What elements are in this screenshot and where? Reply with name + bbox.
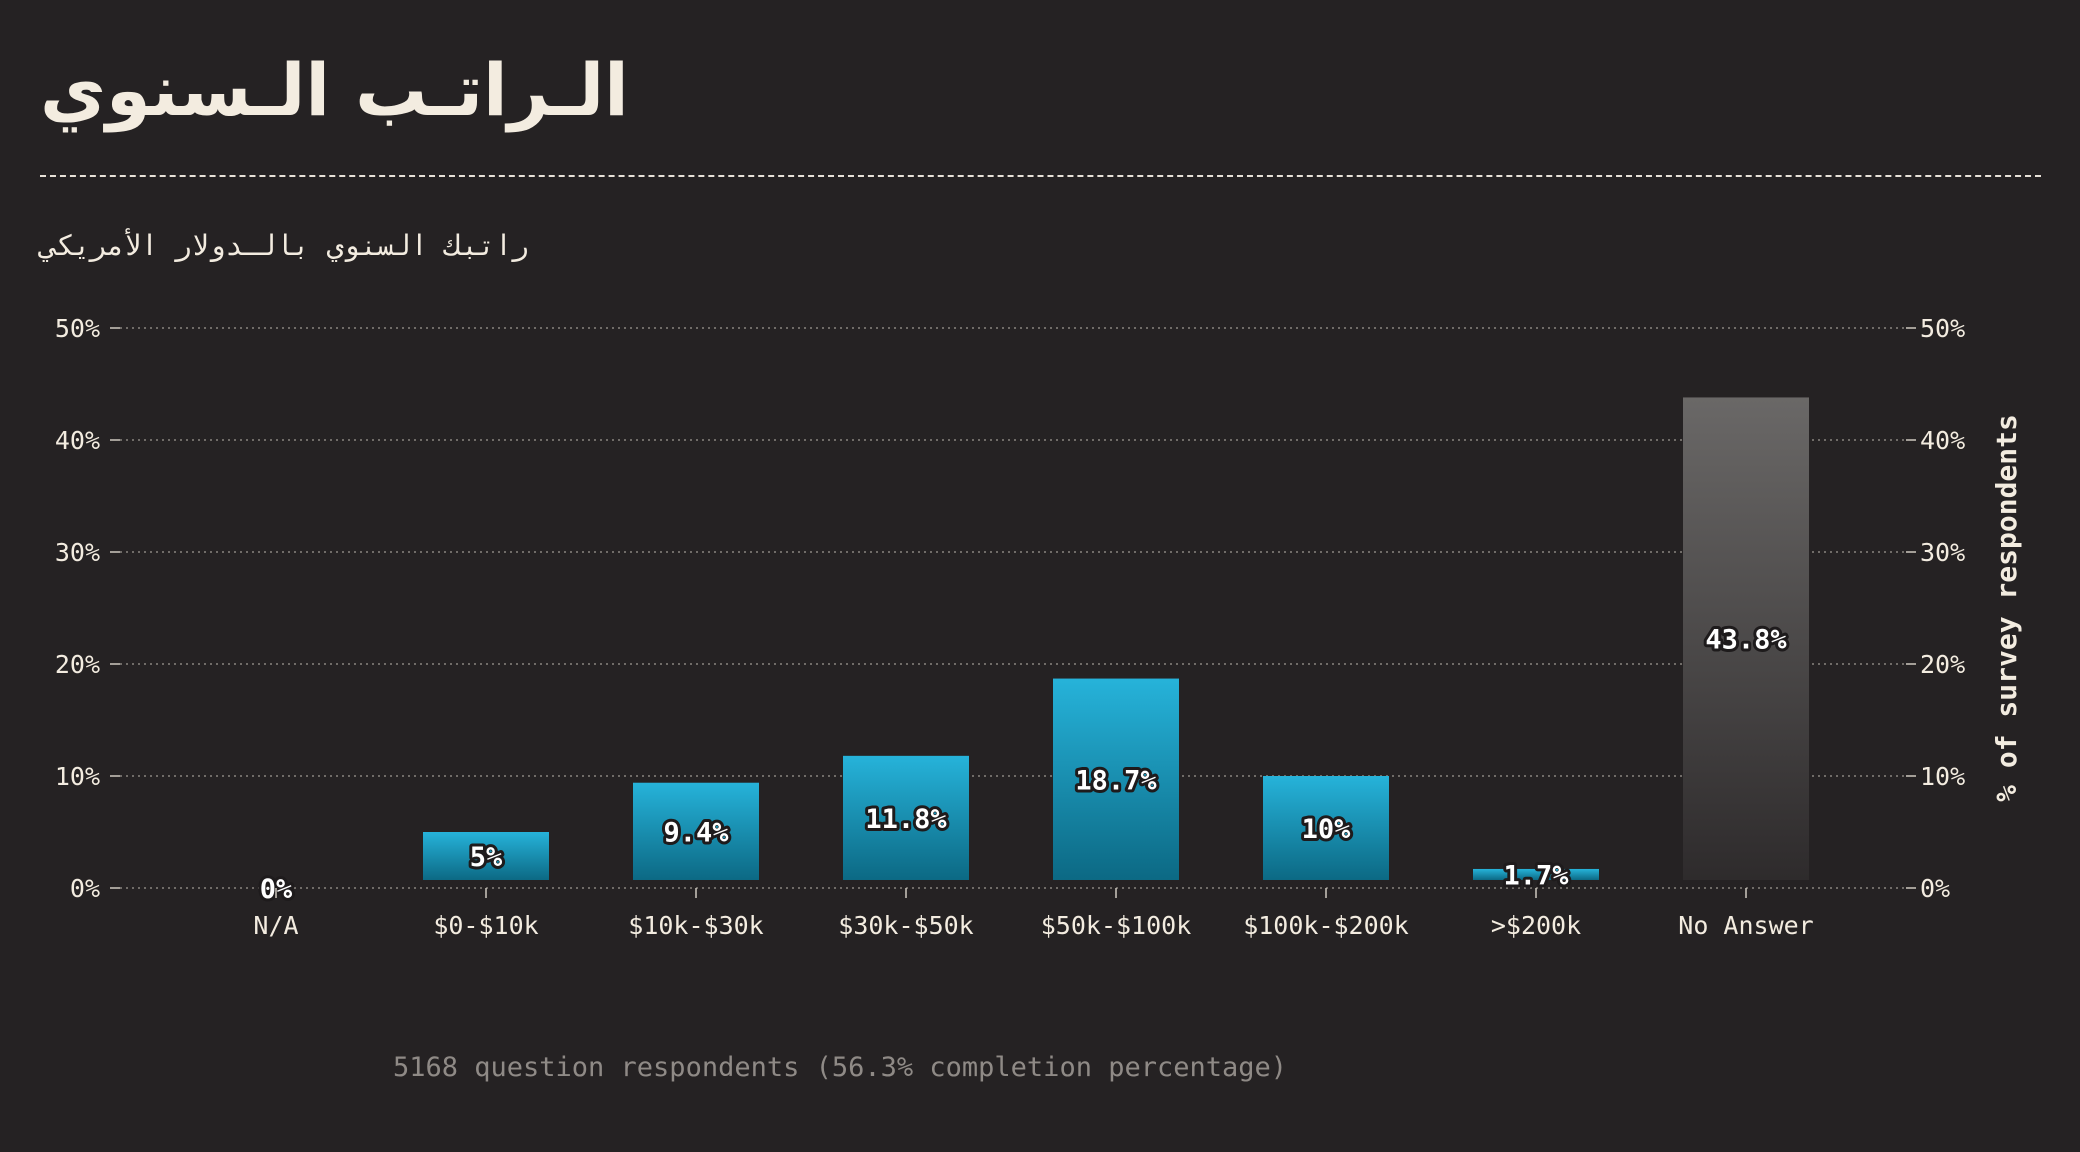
bar [1053, 678, 1179, 880]
y-tick-label-right: 20% [1920, 650, 1965, 679]
data-label: 9.4% [663, 817, 729, 848]
y-tick-label-left: 40% [55, 426, 100, 455]
bar [1473, 868, 1599, 880]
data-labels: 0% 5% 9.4% 11.8% 18.7% 10% 1.7% 43.8% [257, 622, 1791, 908]
y-axis-label: % of survey respondents [1990, 414, 2023, 802]
respondents-caption: 5168 question respondents (56.3% complet… [392, 1052, 1288, 1083]
x-tick-label: No Answer [1678, 911, 1813, 940]
y-tick-label-left: 30% [55, 538, 100, 567]
y-tick-label-left: 10% [55, 762, 100, 791]
chart-title: الـراتـب الـسنوي [40, 48, 629, 132]
data-label: 11.8% [865, 804, 947, 835]
chart-subtitle: راتبك السنوي بالـدولار الأمريكي [40, 229, 529, 262]
data-label: 5% [470, 842, 503, 873]
y-tick-label-right: 40% [1920, 426, 1965, 455]
data-label: 43.8% [1705, 625, 1787, 656]
bar [633, 782, 759, 880]
bars [423, 397, 1809, 880]
data-label: 1.7% [1503, 860, 1569, 891]
x-tick-label: $0-$10k [433, 911, 538, 940]
y-tick-label-left: 20% [55, 650, 100, 679]
x-tick-label: $50k-$100k [1041, 911, 1192, 940]
x-tick-label: $10k-$30k [628, 911, 763, 940]
x-tick-label: $30k-$50k [838, 911, 973, 940]
x-tick-label: $100k-$200k [1243, 911, 1409, 940]
y-tick-label-right: 30% [1920, 538, 1965, 567]
y-tick-label-right: 0% [1920, 874, 1950, 903]
axes: 0% 0% 10% 10% 20% 20% 30% 30% 40% 40% 50% 50% % of s… [55, 314, 2023, 940]
grid-lines [120, 327, 1906, 889]
title-divider [40, 175, 2041, 177]
x-tick-label: N/A [253, 911, 298, 940]
data-label: 0% [260, 874, 293, 905]
bar [1263, 776, 1389, 880]
y-tick-label-left: 0% [70, 874, 100, 903]
y-tick-label-left: 50% [55, 314, 100, 343]
bar [1683, 397, 1809, 880]
y-tick-label-right: 10% [1920, 762, 1965, 791]
data-label: 18.7% [1075, 765, 1157, 796]
data-label: 10% [1302, 814, 1352, 845]
y-tick-label-right: 50% [1920, 314, 1965, 343]
x-tick-label: >$200k [1491, 911, 1581, 940]
bar [423, 832, 549, 880]
bar [843, 755, 969, 880]
